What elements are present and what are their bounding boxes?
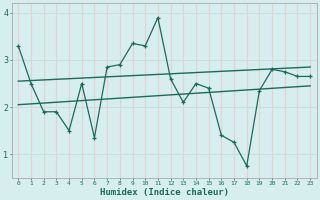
X-axis label: Humidex (Indice chaleur): Humidex (Indice chaleur) — [100, 188, 229, 197]
